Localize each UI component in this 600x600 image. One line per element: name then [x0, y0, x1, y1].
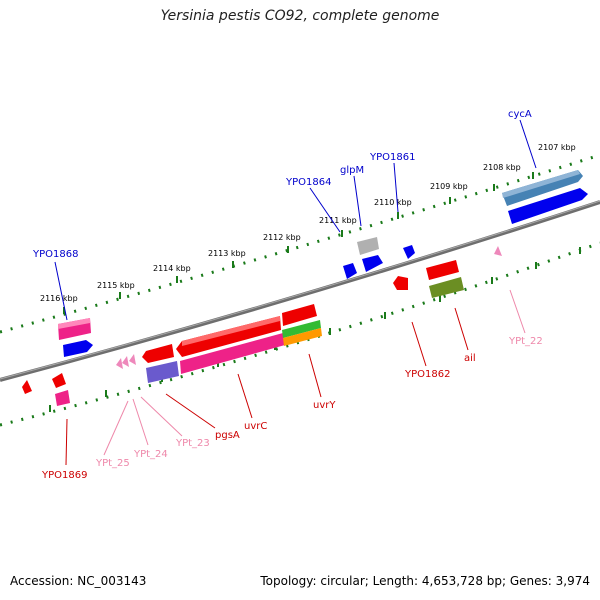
gene-label-glpM[interactable]: glpM: [340, 165, 364, 176]
gene-label-YPO1869[interactable]: YPO1869: [41, 470, 87, 481]
gene-feature-orange[interactable]: [283, 328, 322, 346]
gene-label-YPO1861[interactable]: YPO1861: [369, 152, 415, 163]
upper-major-ticks: [63, 172, 534, 314]
gene-feature-cycA-highlight: [502, 170, 580, 198]
kbp-label: 2114 kbp: [153, 264, 191, 273]
page-title: Yersinia pestis CO92, complete genome: [160, 8, 440, 24]
gene-feature-pink-YPO1868-highlight: [58, 318, 90, 329]
gene-label-YPO1868[interactable]: YPO1868: [32, 249, 78, 260]
gene-feature-YPt22[interactable]: [494, 246, 502, 256]
gene-feature-red-YPO1862[interactable]: [393, 276, 408, 290]
gene-label-pgsA[interactable]: pgsA: [215, 430, 240, 441]
genome-backbone: [0, 200, 600, 382]
accession-text: Accession: NC_003143: [10, 574, 147, 588]
genome-summary-text: Topology: circular; Length: 4,653,728 bp…: [260, 574, 590, 588]
gene-feature-pink-small-2[interactable]: [122, 356, 129, 367]
gene-feature-glpM[interactable]: [357, 237, 379, 255]
kbp-label: 2113 kbp: [208, 249, 246, 258]
gene-feature-purple-pgsA[interactable]: [146, 361, 179, 383]
gene-feature-red-YPO1869[interactable]: [52, 373, 66, 388]
gene-label-cycA[interactable]: cycA: [508, 109, 532, 120]
gene-feature-pink-small-3[interactable]: [129, 354, 136, 365]
kbp-label: 2109 kbp: [430, 182, 468, 191]
gene-feature-ail[interactable]: [429, 277, 464, 298]
gene-feature-blue-small-3[interactable]: [403, 245, 415, 259]
gene-feature-green[interactable]: [282, 320, 321, 338]
gene-feature-blue-small-2[interactable]: [343, 263, 357, 279]
kbp-label: 2107 kbp: [538, 143, 576, 152]
gene-feature-blue-YPO1868[interactable]: [63, 340, 93, 357]
gene-feature-red-edge[interactable]: [22, 380, 32, 394]
gene-feature-red-long-highlight: [182, 316, 280, 346]
gene-label-ail[interactable]: ail: [464, 353, 476, 364]
gene-label-uvrY[interactable]: uvrY: [313, 400, 336, 411]
gene-feature-pink-YPO1869[interactable]: [55, 390, 70, 406]
gene-label-uvrC[interactable]: uvrC: [244, 421, 267, 432]
kbp-label: 2110 kbp: [374, 198, 412, 207]
gene-label-YPO1864[interactable]: YPO1864: [285, 177, 331, 188]
gene-feature-pink-small-1[interactable]: [116, 358, 123, 369]
gene-feature-blue-arrow[interactable]: [508, 188, 588, 224]
gene-feature-blue-small-1[interactable]: [362, 255, 383, 272]
gene-feature-red-2[interactable]: [282, 304, 317, 326]
callout-lines: [54, 119, 537, 466]
gene-feature-uvrC[interactable]: [180, 333, 285, 374]
gene-label-YPt_22[interactable]: YPt_22: [508, 336, 543, 347]
kbp-label: 2115 kbp: [97, 281, 135, 290]
gene-feature-red-pgsA[interactable]: [142, 344, 174, 363]
gene-label-YPO1862[interactable]: YPO1862: [404, 369, 450, 380]
kbp-label: 2111 kbp: [319, 216, 357, 225]
gene-label-YPt_24[interactable]: YPt_24: [133, 449, 168, 460]
kbp-label: 2108 kbp: [483, 163, 521, 172]
gene-label-YPt_25[interactable]: YPt_25: [95, 458, 130, 469]
genome-backbone-highlight: [0, 200, 600, 380]
gene-feature-red-ail[interactable]: [426, 260, 459, 280]
gene-label-YPt_23[interactable]: YPt_23: [175, 438, 210, 449]
kbp-label: 2112 kbp: [263, 233, 301, 242]
kbp-label: 2116 kbp: [40, 294, 78, 303]
